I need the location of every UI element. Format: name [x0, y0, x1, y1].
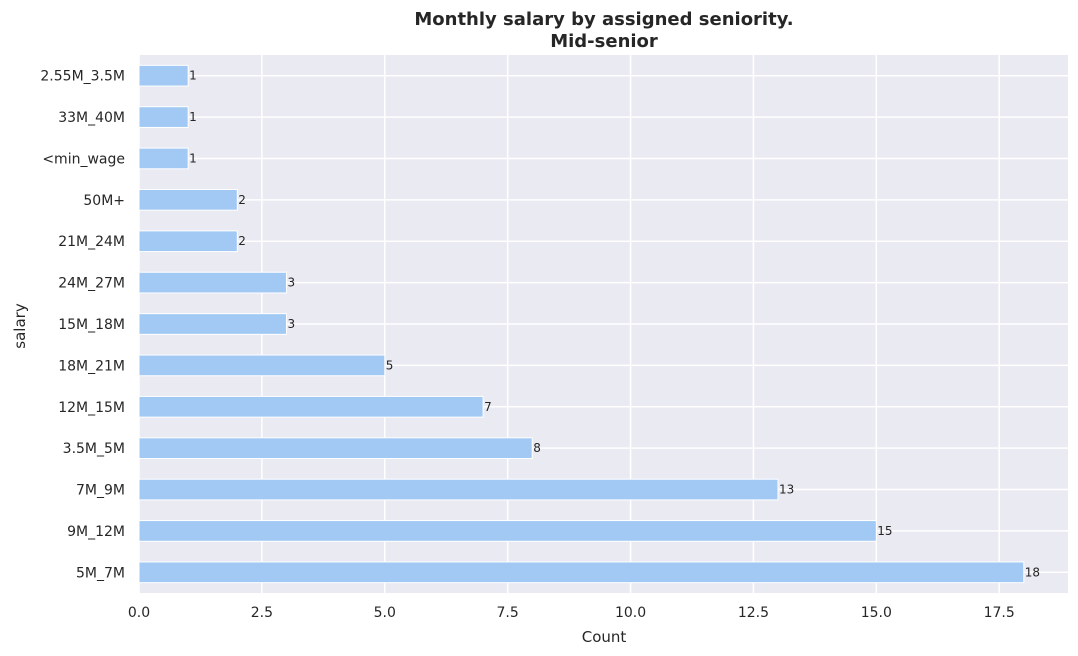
x-tick-label: 12.5	[738, 605, 769, 621]
bar	[138, 189, 238, 211]
bar-value-label: 1	[189, 110, 197, 124]
bar	[138, 147, 189, 170]
bar	[138, 313, 287, 335]
x-tick-label: 15.0	[861, 605, 892, 621]
chart-title-line-2: Mid-senior	[550, 31, 658, 52]
bar	[138, 437, 533, 459]
bar-value-label: 8	[533, 441, 541, 455]
chart-title-line-1: Monthly salary by assigned seniority.	[414, 9, 793, 30]
x-tick-label: 5.0	[374, 605, 396, 621]
bar-value-label: 1	[189, 151, 197, 165]
bar	[138, 106, 189, 128]
data-labels: 18 15 13 8 7 5 3 3 2 2 1 1 1	[189, 69, 1040, 580]
bar	[138, 520, 877, 542]
y-tick-label: 12M_15M	[58, 400, 125, 416]
bar	[138, 561, 1025, 584]
y-tick-label: 2.55M_3.5M	[40, 69, 125, 85]
bar	[138, 395, 484, 418]
bar-value-label: 3	[287, 276, 295, 290]
bar	[138, 354, 386, 377]
x-tick-label: 10.0	[615, 605, 646, 621]
y-tick-label: 15M_18M	[58, 317, 125, 333]
bars	[138, 64, 1025, 584]
y-tick-label: 50M+	[83, 193, 125, 209]
y-tick-labels: 5M_7M 9M_12M 7M_9M 3.5M_5M 12M_15M 18M_21M 15M…	[40, 69, 125, 582]
y-tick-label: 3.5M_5M	[63, 441, 125, 457]
bar-value-label: 3	[287, 317, 295, 331]
x-axis-label: Count	[582, 628, 627, 646]
y-tick-label: 18M_21M	[58, 358, 125, 374]
bar-value-label: 7	[484, 400, 492, 414]
bar-value-label: 18	[1025, 565, 1040, 579]
y-tick-label: 7M_9M	[76, 483, 125, 499]
y-tick-label: <min_wage	[42, 151, 125, 167]
bar-value-label: 15	[877, 524, 892, 538]
x-tick-labels: 0.0 2.5 5.0 7.5 10.0 12.5 15.0 17.5	[128, 605, 1015, 621]
y-tick-label: 9M_12M	[67, 524, 125, 540]
bar	[138, 64, 189, 87]
bar-value-label: 2	[238, 234, 246, 248]
y-axis-label: salary	[11, 303, 29, 349]
bar-value-label: 13	[779, 483, 794, 497]
bar-value-label: 1	[189, 69, 197, 83]
bar-value-label: 5	[386, 358, 394, 372]
bar	[138, 271, 287, 294]
y-tick-label: 5M_7M	[76, 565, 125, 581]
bar-value-label: 2	[238, 193, 246, 207]
bar	[138, 230, 238, 253]
x-tick-label: 0.0	[128, 605, 150, 621]
y-tick-label: 21M_24M	[58, 234, 125, 250]
x-tick-label: 2.5	[251, 605, 273, 621]
x-tick-label: 7.5	[497, 605, 519, 621]
y-tick-label: 33M_40M	[58, 110, 125, 126]
bar	[138, 478, 779, 501]
x-tick-label: 17.5	[984, 605, 1015, 621]
y-tick-label: 24M_27M	[58, 276, 125, 292]
